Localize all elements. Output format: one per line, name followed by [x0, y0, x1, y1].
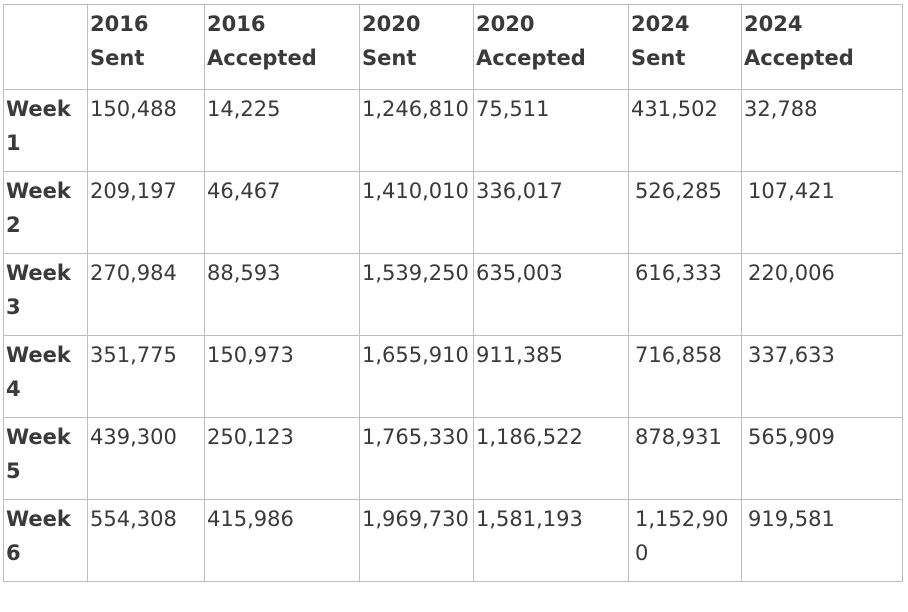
table-row: Week 5 439,300 250,123 1,765,330 1,186,522 87… — [3, 417, 903, 500]
table-row: Week 6 554,308 415,986 1,969,730 1,581,193 1,… — [3, 499, 903, 582]
table-cell: 1,152,900 — [628, 499, 742, 582]
table-cell: 150,973 — [204, 335, 360, 418]
table-cell: 1,969,730 — [359, 499, 474, 582]
header-cell-corner — [3, 4, 88, 90]
row-label: Week 2 — [3, 171, 88, 254]
header-cell-2024-sent: 2024 Sent — [628, 4, 742, 90]
table-cell: 565,909 — [741, 417, 903, 500]
table-row: Week 3 270,984 88,593 1,539,250 635,003 616,3… — [3, 253, 903, 336]
table-cell: 75,511 — [473, 89, 629, 172]
table-cell: 46,467 — [204, 171, 360, 254]
table-cell: 554,308 — [87, 499, 205, 582]
table-cell: 32,788 — [741, 89, 903, 172]
table-cell: 220,006 — [741, 253, 903, 336]
table-cell: 526,285 — [628, 171, 742, 254]
table-cell: 351,775 — [87, 335, 205, 418]
table-row: Week 2 209,197 46,467 1,410,010 336,017 526,2… — [3, 171, 903, 254]
table-cell: 209,197 — [87, 171, 205, 254]
table-cell: 250,123 — [204, 417, 360, 500]
table-cell: 911,385 — [473, 335, 629, 418]
header-cell-2020-sent: 2020 Sent — [359, 4, 474, 90]
table-cell: 415,986 — [204, 499, 360, 582]
table-cell: 1,655,910 — [359, 335, 474, 418]
table-cell: 336,017 — [473, 171, 629, 254]
table-cell: 270,984 — [87, 253, 205, 336]
table-cell: 1,765,330 — [359, 417, 474, 500]
table-cell: 616,333 — [628, 253, 742, 336]
table-cell: 431,502 — [628, 89, 742, 172]
table-cell: 14,225 — [204, 89, 360, 172]
row-label: Week 5 — [3, 417, 88, 500]
table-cell: 1,539,250 — [359, 253, 474, 336]
header-cell-2024-accepted: 2024 Accepted — [741, 4, 903, 90]
row-label: Week 4 — [3, 335, 88, 418]
table-cell: 878,931 — [628, 417, 742, 500]
table-cell: 1,186,522 — [473, 417, 629, 500]
table-cell: 1,246,810 — [359, 89, 474, 172]
table-row: Week 4 351,775 150,973 1,655,910 911,385 716,… — [3, 335, 903, 418]
table-cell: 919,581 — [741, 499, 903, 582]
table-cell: 337,633 — [741, 335, 903, 418]
table-cell: 716,858 — [628, 335, 742, 418]
header-row: 2016 Sent 2016 Accepted 2020 Sent 2020 A… — [3, 4, 903, 90]
row-label: Week 1 — [3, 89, 88, 172]
row-label: Week 6 — [3, 499, 88, 582]
table-cell: 1,410,010 — [359, 171, 474, 254]
table-cell: 88,593 — [204, 253, 360, 336]
table-cell: 1,581,193 — [473, 499, 629, 582]
table-cell: 150,488 — [87, 89, 205, 172]
row-label: Week 3 — [3, 253, 88, 336]
table-row: Week 1 150,488 14,225 1,246,810 75,511 431,50… — [3, 89, 903, 172]
table-cell: 107,421 — [741, 171, 903, 254]
header-cell-2016-sent: 2016 Sent — [87, 4, 205, 90]
table-cell: 635,003 — [473, 253, 629, 336]
data-table: 2016 Sent 2016 Accepted 2020 Sent 2020 A… — [3, 4, 903, 582]
header-cell-2020-accepted: 2020 Accepted — [473, 4, 629, 90]
header-cell-2016-accepted: 2016 Accepted — [204, 4, 360, 90]
table-cell: 439,300 — [87, 417, 205, 500]
